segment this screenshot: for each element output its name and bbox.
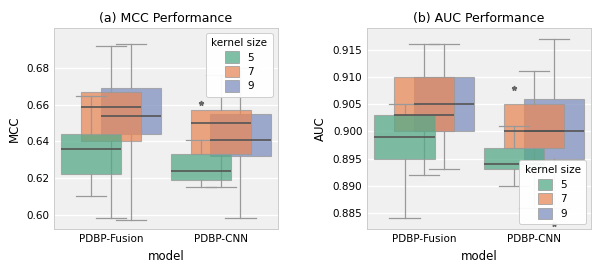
Legend: 5, 7, 9: 5, 7, 9 xyxy=(520,160,586,224)
PathPatch shape xyxy=(101,88,161,134)
PathPatch shape xyxy=(524,99,584,158)
PathPatch shape xyxy=(171,154,231,180)
PathPatch shape xyxy=(414,77,474,131)
Y-axis label: AUC: AUC xyxy=(314,116,327,141)
PathPatch shape xyxy=(394,77,454,131)
PathPatch shape xyxy=(61,134,121,174)
Title: (a) MCC Performance: (a) MCC Performance xyxy=(100,12,232,25)
X-axis label: model: model xyxy=(461,250,497,263)
Title: (b) AUC Performance: (b) AUC Performance xyxy=(413,12,545,25)
Y-axis label: MCC: MCC xyxy=(7,115,20,142)
PathPatch shape xyxy=(484,148,544,169)
PathPatch shape xyxy=(81,92,141,142)
PathPatch shape xyxy=(374,115,435,158)
Legend: 5, 7, 9: 5, 7, 9 xyxy=(206,33,272,97)
PathPatch shape xyxy=(504,104,564,148)
X-axis label: model: model xyxy=(148,250,184,263)
PathPatch shape xyxy=(210,114,271,156)
PathPatch shape xyxy=(191,110,251,154)
